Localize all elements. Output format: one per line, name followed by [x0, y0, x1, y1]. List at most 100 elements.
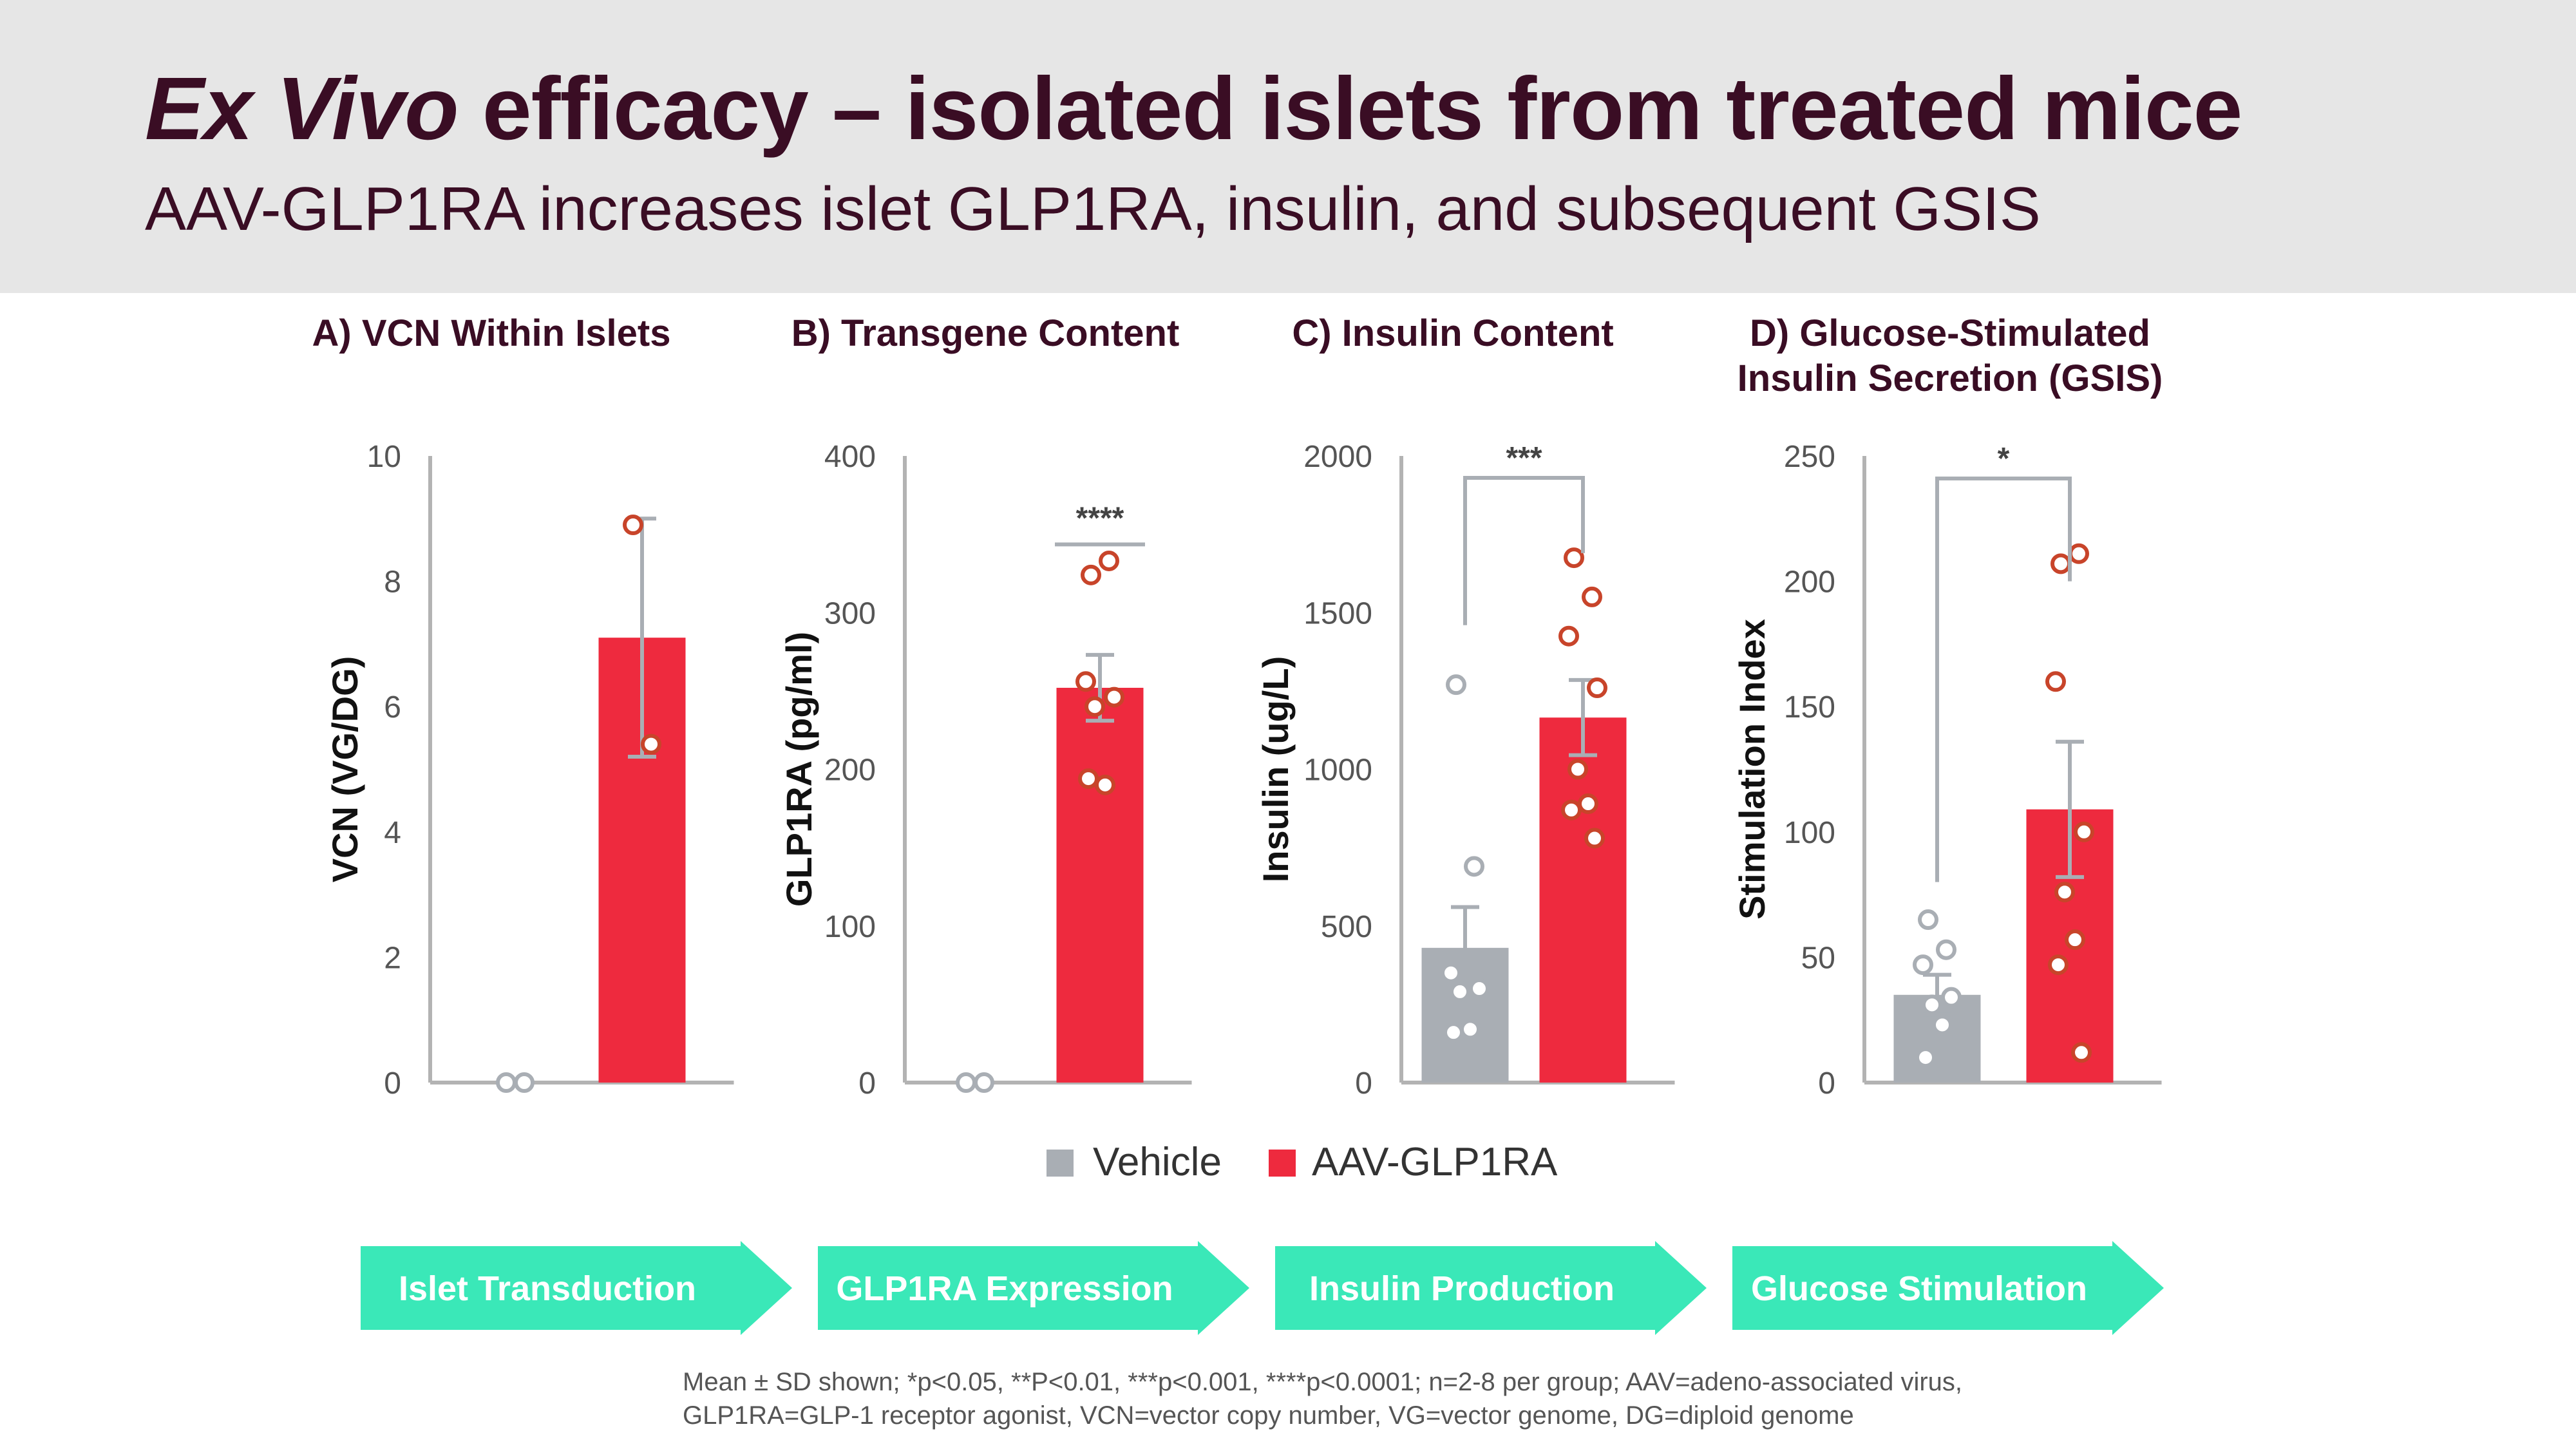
charts-area: A) VCN Within Islets 0 2 4 6 8 10 VCN (VG/DG) B)… — [312, 312, 2163, 1184]
arrow-shape — [361, 1241, 792, 1335]
y-tick-label: 2 — [384, 941, 401, 975]
data-point-vehicle — [974, 1072, 994, 1093]
y-tick-label: 0 — [384, 1066, 401, 1101]
arrow-label: Glucose Stimulation — [1751, 1269, 2087, 1308]
panel-title: Insulin Secretion (GSIS) — [1738, 357, 2163, 399]
y-tick-label: 300 — [824, 596, 876, 630]
data-point-vehicle — [1450, 981, 1470, 1002]
arrow-label: Islet Transduction — [399, 1269, 696, 1308]
y-tick-label: 0 — [1355, 1066, 1372, 1101]
arrow-shape — [1732, 1241, 2164, 1335]
significance-bracket — [1463, 476, 1585, 625]
data-point-aav — [2050, 553, 2071, 574]
y-tick-label: 100 — [824, 910, 876, 944]
data-point-vehicle — [1460, 1019, 1481, 1040]
data-point-aav — [1567, 759, 1588, 780]
data-point-vehicle — [1446, 674, 1466, 696]
data-point-aav — [1078, 768, 1099, 790]
title-rest: efficacy – isolated islets from treated … — [458, 59, 2243, 158]
bar-aav — [1539, 717, 1627, 1083]
significance-bracket — [1935, 477, 2072, 882]
data-point-aav — [1084, 696, 1105, 717]
data-point-aav — [1561, 799, 1582, 820]
chart-panel-2: B) Transgene Content 0 100 200 300 400 GLP1RA … — [779, 312, 1192, 1101]
y-axis-label: Insulin (ug/L) — [1255, 656, 1296, 882]
process-arrow-1: Islet Transduction — [361, 1241, 792, 1335]
page-title: Ex Vivo efficacy – isolated islets from … — [145, 58, 2242, 160]
data-point-aav — [1587, 677, 1607, 699]
y-tick-label: 4 — [384, 816, 401, 850]
legend-aav-swatch — [1269, 1150, 1296, 1177]
header-banner: Ex Vivo efficacy – isolated islets from … — [0, 0, 2576, 293]
y-tick-label: 200 — [1784, 565, 1835, 600]
data-point-aav — [2048, 954, 2069, 976]
data-point-aav — [2045, 671, 2066, 692]
y-tick-label: 0 — [1818, 1066, 1835, 1101]
data-point-vehicle — [1443, 1022, 1464, 1043]
data-point-aav — [2065, 929, 2085, 951]
page-subtitle: AAV-GLP1RA increases islet GLP1RA, insul… — [145, 175, 2041, 243]
data-point-vehicle — [1464, 856, 1484, 877]
arrow-shape — [818, 1241, 1249, 1335]
y-tick-label: 100 — [1784, 816, 1835, 850]
arrow-shape — [1275, 1241, 1707, 1335]
data-point-vehicle — [1922, 994, 1942, 1016]
process-arrows: Islet Transduction GLP1RA Expression Insul… — [361, 1241, 2164, 1335]
data-point-vehicle — [496, 1072, 516, 1093]
data-point-aav — [1104, 687, 1124, 708]
y-tick-label: 500 — [1321, 910, 1372, 944]
data-point-aav — [2071, 1042, 2092, 1063]
chart-panel-3: C) Insulin Content 0 500 1000 1500 2000 Insuli… — [1255, 312, 1675, 1101]
data-point-aav — [1582, 586, 1602, 607]
data-point-aav — [2069, 543, 2089, 564]
data-point-vehicle — [1941, 987, 1962, 1008]
panel-title: D) Glucose-Stimulated — [1750, 312, 2150, 354]
bar-aav — [1056, 688, 1144, 1083]
panel-title: C) Insulin Content — [1292, 312, 1613, 354]
significance-label: * — [1998, 442, 2010, 476]
data-point-vehicle — [1915, 1047, 1936, 1068]
y-tick-label: 150 — [1784, 690, 1835, 724]
significance-label: **** — [1076, 501, 1124, 535]
data-point-vehicle — [1918, 909, 1938, 931]
data-point-vehicle — [1469, 978, 1490, 999]
data-point-aav — [1081, 564, 1101, 585]
process-arrow-2: GLP1RA Expression — [818, 1241, 1249, 1335]
y-axis-label: VCN (VG/DG) — [325, 656, 365, 883]
y-tick-label: 8 — [384, 565, 401, 600]
data-point-aav — [1075, 671, 1096, 692]
data-point-aav — [1564, 547, 1584, 569]
data-point-aav — [641, 734, 661, 755]
y-tick-label: 50 — [1801, 941, 1835, 975]
data-point-aav — [1095, 774, 1115, 795]
data-point-vehicle — [1441, 962, 1461, 983]
legend: Vehicle AAV-GLP1RA — [1046, 1140, 1558, 1184]
process-arrow-3: Insulin Production — [1275, 1241, 1707, 1335]
data-point-aav — [623, 515, 643, 536]
data-point-aav — [1578, 793, 1598, 815]
panel-title: B) Transgene Content — [791, 312, 1180, 354]
y-tick-label: 2000 — [1303, 440, 1372, 474]
y-tick-label: 6 — [384, 690, 401, 724]
title-italic: Ex Vivo — [145, 59, 459, 158]
data-point-aav — [1099, 550, 1119, 571]
y-tick-label: 10 — [367, 440, 401, 474]
legend-vehicle-label: Vehicle — [1093, 1140, 1222, 1184]
data-point-vehicle — [956, 1072, 976, 1093]
significance-label: *** — [1506, 441, 1542, 475]
data-point-aav — [1558, 625, 1579, 647]
process-arrow-4: Glucose Stimulation — [1732, 1241, 2164, 1335]
data-point-vehicle — [1936, 939, 1956, 960]
y-axis-label: Stimulation Index — [1732, 619, 1772, 920]
chart-panel-1: A) VCN Within Islets 0 2 4 6 8 10 VCN (VG/DG) — [312, 312, 734, 1101]
panel-title: A) VCN Within Islets — [312, 312, 671, 354]
y-tick-label: 1500 — [1303, 596, 1372, 630]
data-point-vehicle — [514, 1072, 535, 1093]
data-point-aav — [2074, 821, 2094, 842]
footnote-line-1: Mean ± SD shown; *p<0.05, **P<0.01, ***p… — [683, 1368, 1963, 1396]
legend-aav-label: AAV-GLP1RA — [1312, 1140, 1558, 1184]
y-tick-label: 400 — [824, 440, 876, 474]
y-tick-label: 200 — [824, 753, 876, 788]
data-point-aav — [1584, 828, 1605, 849]
